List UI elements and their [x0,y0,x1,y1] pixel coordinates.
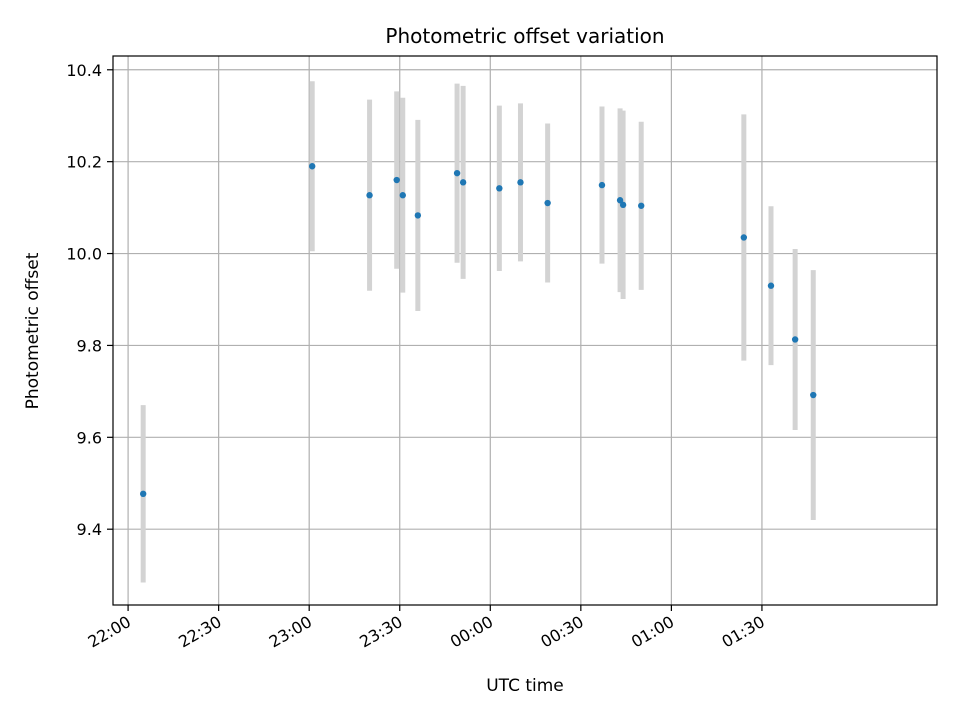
data-point [399,192,406,199]
x-axis-label: UTC time [486,676,564,696]
y-tick-label: 10.2 [66,153,102,172]
error-layer [140,81,816,583]
data-point [767,282,775,289]
data-point [496,185,503,192]
x-tick-label: 00:00 [447,612,496,652]
data-point [638,202,645,209]
y-tick-label: 10.4 [66,61,102,80]
x-tick-label: 23:30 [356,612,405,652]
y-tick-label: 9.6 [77,428,102,447]
data-point [309,163,316,170]
x-tick-label: 22:30 [175,612,224,652]
data-point [366,192,373,199]
x-tick-label: 01:30 [719,612,768,652]
data-point [414,212,422,219]
grid-layer [113,56,937,605]
data-point [810,391,817,399]
y-tick-label: 10.0 [66,245,102,264]
y-axis-label: Photometric offset [23,252,43,409]
x-tick-label: 22:00 [85,612,134,652]
data-point [393,176,400,184]
data-point [740,234,748,241]
y-tick-label: 9.4 [77,520,102,539]
plot-frame [112,55,938,606]
y-tick-label: 9.8 [77,336,102,355]
chart-title: Photometric offset variation [385,24,664,48]
data-point [517,179,524,186]
x-tick-label: 23:00 [266,612,315,652]
x-tick-label: 01:00 [628,612,677,652]
data-point [616,197,624,204]
data-point [619,201,627,209]
data-point [453,169,461,177]
x-tick-label: 00:30 [537,612,586,652]
data-point [459,179,467,186]
data-point [791,336,799,343]
data-point [598,181,606,189]
data-point [544,199,551,207]
data-point [139,490,147,498]
point-layer [139,163,817,498]
